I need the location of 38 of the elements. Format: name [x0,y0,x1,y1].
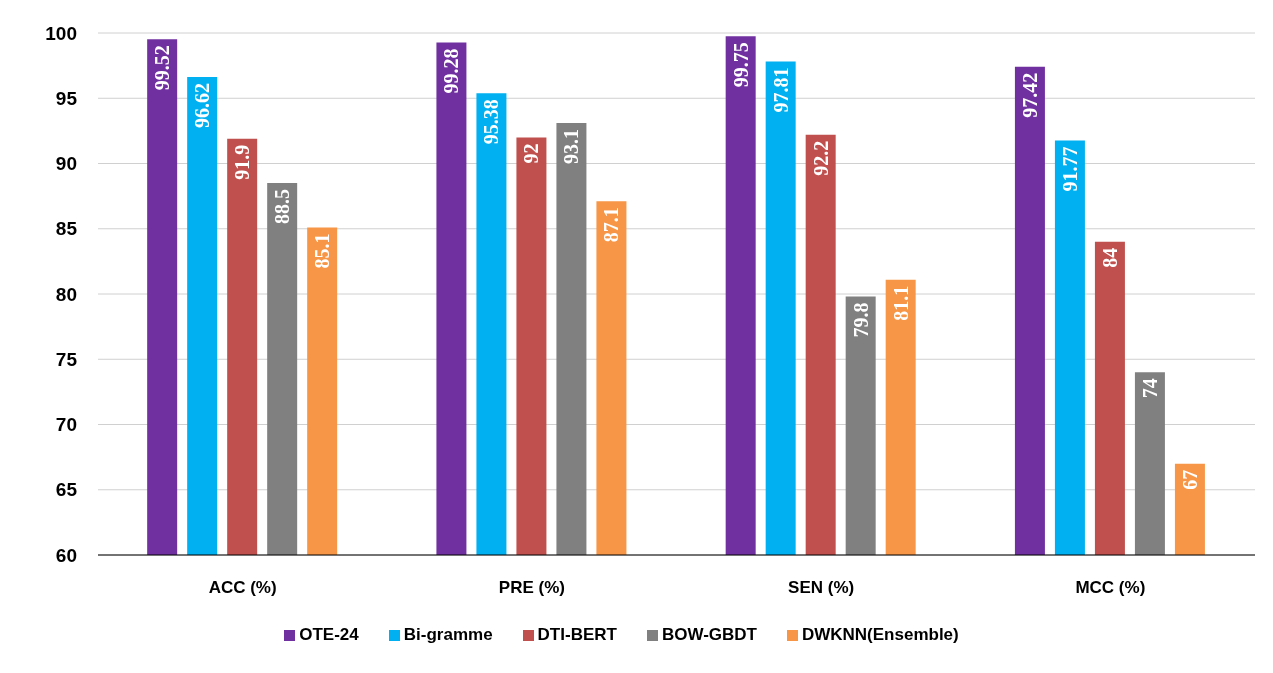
data-label: 95.38 [480,99,503,145]
x-tick-label: MCC (%) [1075,578,1146,598]
legend-label: DTI-BERT [537,625,617,644]
data-label: 96.62 [191,83,214,129]
data-label: 91.9 [231,144,254,180]
y-tick-label: 60 [55,544,77,566]
data-label: 87.1 [600,207,623,243]
data-label: 92 [520,143,543,164]
y-tick-label: 65 [55,479,78,501]
data-label: 84 [1098,247,1121,268]
data-label: 99.28 [440,48,463,94]
data-label: 81.1 [889,285,912,321]
x-tick-label: SEN (%) [788,578,855,598]
data-label: 67 [1178,469,1201,490]
y-tick-label: 90 [55,153,77,175]
y-tick-label: 85 [55,218,78,240]
data-label: 88.5 [271,189,294,225]
data-label: 85.1 [311,233,334,269]
legend-label: BOW-GBDT [661,625,757,644]
data-label: 93.1 [560,129,583,165]
data-label: 92.2 [809,140,832,176]
data-label: 74 [1138,378,1161,399]
data-label: 91.77 [1058,146,1081,192]
data-label: 79.8 [849,302,872,338]
y-tick-label: 95 [55,88,78,109]
legend-label: OTE-24 [299,625,359,644]
y-tick-label: 80 [55,283,77,305]
y-tick-label: 100 [45,22,77,44]
y-tick-label: 70 [55,414,77,436]
legend-label: Bi-gramme [403,625,493,644]
data-label: 99.75 [729,42,752,88]
x-tick-label: ACC (%) [208,578,277,598]
x-tick-label: PRE (%) [498,578,565,598]
y-tick-label: 75 [55,348,78,370]
data-label: 99.52 [151,45,174,91]
data-label: 97.81 [769,67,792,113]
data-label: 97.42 [1018,72,1041,118]
legend-label: DWKNN(Ensemble) [801,625,959,644]
